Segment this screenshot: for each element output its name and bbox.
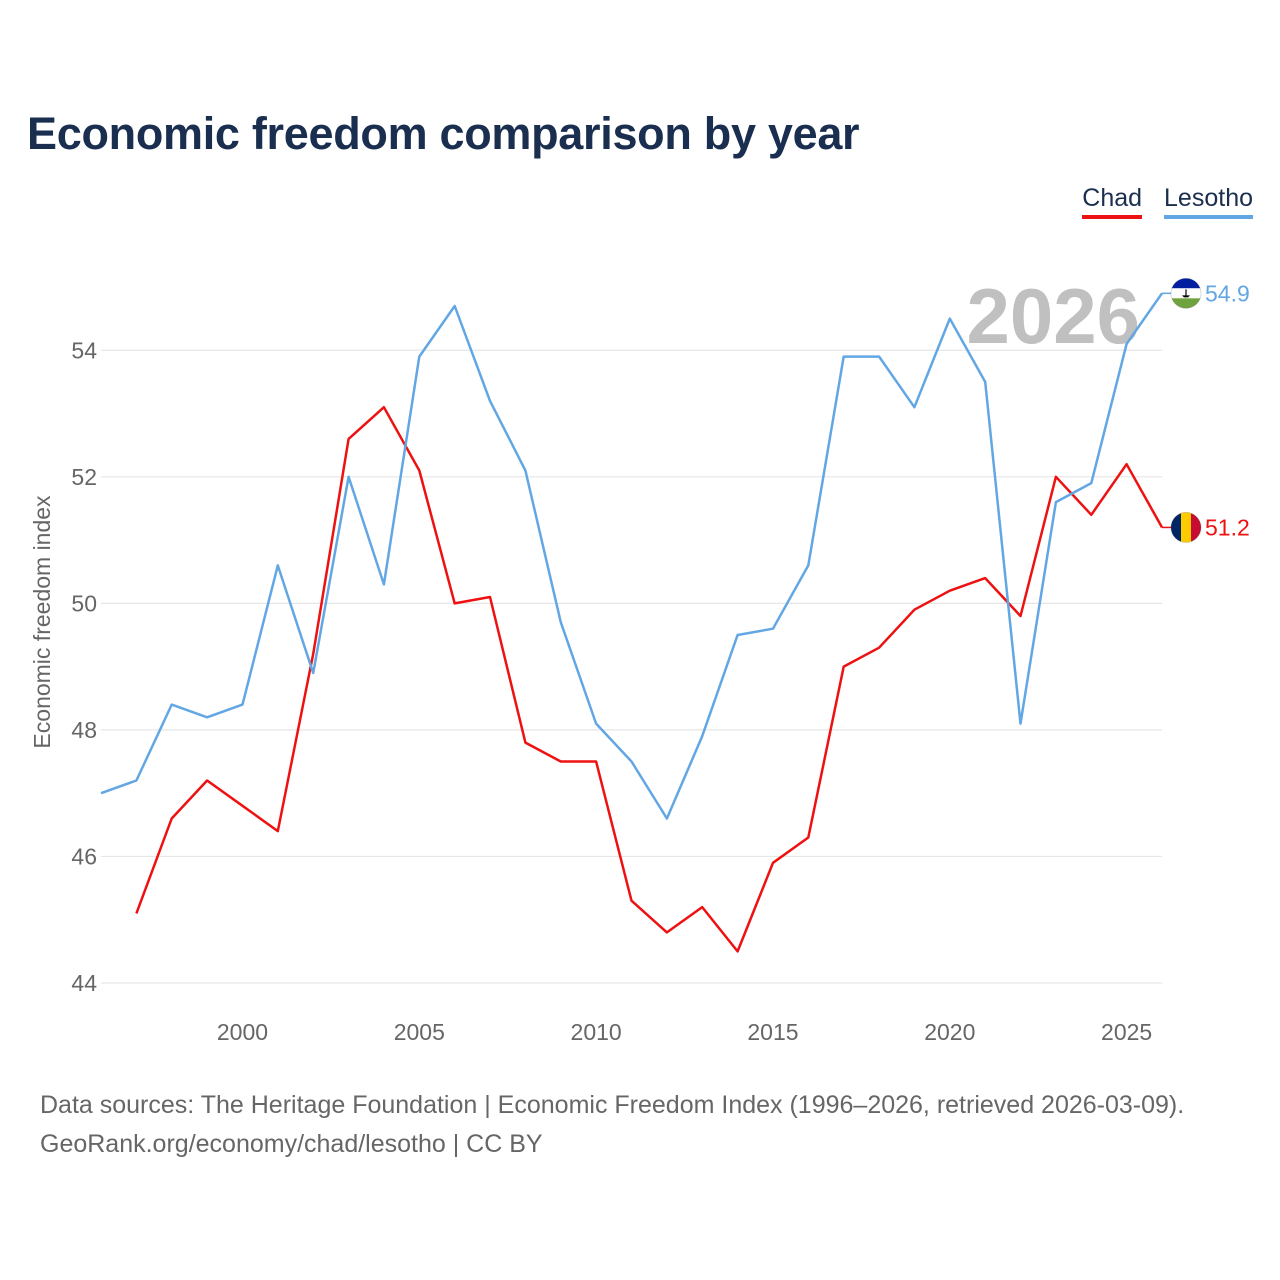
y-tick-label: 48 <box>71 717 97 743</box>
x-tick-label: 2025 <box>1101 1019 1152 1045</box>
y-tick-label: 46 <box>71 843 97 869</box>
footer: Data sources: The Heritage Foundation | … <box>40 1086 1184 1164</box>
x-tick-label: 2010 <box>571 1019 622 1045</box>
series-line-lesotho[interactable] <box>100 292 1164 820</box>
source-link[interactable]: GeoRank.org/economy/chad/lesotho | CC BY <box>40 1130 543 1158</box>
grid-lines <box>101 349 1162 984</box>
flag-chad-icon <box>1170 511 1202 543</box>
y-axis-label: Economic freedom index <box>29 495 55 749</box>
flag-lesotho-icon <box>1170 277 1202 309</box>
y-tick-label: 52 <box>71 464 97 490</box>
y-tick-label: 50 <box>71 590 97 616</box>
chart-title: Economic freedom comparison by year <box>27 108 860 159</box>
end-value-chad: 51.2 <box>1205 514 1250 540</box>
y-tick-label: 44 <box>71 970 97 996</box>
x-axis-ticks: 2000 2005 2010 2015 2020 2025 <box>217 1019 1152 1045</box>
x-tick-label: 2015 <box>747 1019 798 1045</box>
x-tick-label: 2020 <box>924 1019 975 1045</box>
end-value-lesotho: 54.9 <box>1205 280 1250 306</box>
y-tick-label: 54 <box>71 337 97 363</box>
legend-item-lesotho[interactable]: Lesotho <box>1164 184 1253 219</box>
current-year-watermark: 2026 <box>966 272 1140 360</box>
end-markers: 51.2 54.9 <box>1162 277 1250 543</box>
x-tick-label: 2005 <box>394 1019 445 1045</box>
series-lines <box>100 292 1164 953</box>
legend: Chad Lesotho <box>1082 184 1253 219</box>
x-tick-label: 2000 <box>217 1019 268 1045</box>
series-line-chad[interactable] <box>135 405 1164 953</box>
y-axis-ticks: 44 46 48 50 52 54 <box>71 337 97 996</box>
legend-item-chad[interactable]: Chad <box>1082 184 1143 219</box>
data-source-text: Data sources: The Heritage Foundation | … <box>40 1091 1185 1119</box>
